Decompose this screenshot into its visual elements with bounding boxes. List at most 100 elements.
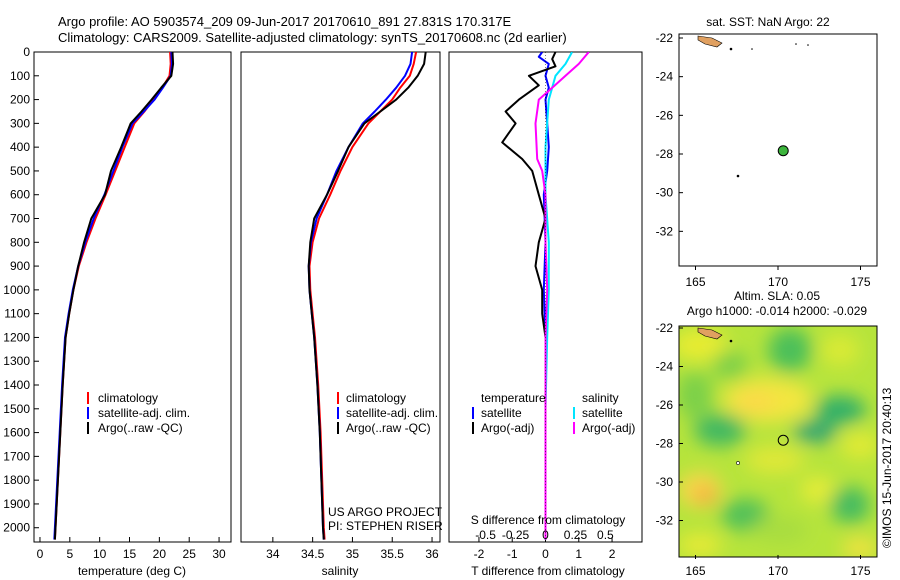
lat-tick-label: -32 xyxy=(656,514,674,528)
legend-salinity-heading: salinity xyxy=(582,391,619,405)
island-dot xyxy=(751,48,753,50)
difference-legend: temperature satellite Argo(-adj) salinit… xyxy=(472,391,635,435)
x-tick-label: 0 xyxy=(37,547,44,561)
sla-field xyxy=(679,326,877,557)
temperature-xlabel: temperature (deg C) xyxy=(78,564,186,578)
legend-satellite-label: satellite-adj. clim. xyxy=(346,406,438,420)
salinity-x-axis: 34 34.5 35 35.5 36 xyxy=(266,537,439,561)
x-tick-label: 5 xyxy=(66,547,73,561)
depth-tick-label: 1100 xyxy=(4,307,30,321)
depth-tick-label: 200 xyxy=(10,93,30,107)
legend-climatology-label: climatology xyxy=(98,391,158,405)
series-salinity-argo-adj xyxy=(534,52,590,540)
project-annotation: US ARGO PROJECT xyxy=(328,505,443,519)
lon-tick-label: 170 xyxy=(768,564,788,578)
sla-map: Altim. SLA: 0.05 Argo h1000: -0.014 h200… xyxy=(656,289,878,578)
s-difference-label: S difference from climatology xyxy=(471,513,626,527)
salinity-profiles xyxy=(307,52,427,540)
depth-tick-label: 0 xyxy=(23,45,30,59)
figure-title-line1: Argo profile: AO 5903574_209 09-Jun-2017… xyxy=(58,14,512,29)
series-argo-raw-qc xyxy=(307,52,427,540)
x-tick-label: 34.5 xyxy=(301,547,325,561)
lon-tick-label: 175 xyxy=(850,564,870,578)
sla-blobs xyxy=(679,328,877,557)
x-tick-label: 34 xyxy=(266,547,280,561)
legend-satellite-label: satellite-adj. clim. xyxy=(98,406,190,420)
legend-t-argo-label: Argo(-adj) xyxy=(481,421,534,435)
series-argo-raw-qc xyxy=(53,52,175,540)
depth-tick-label: 100 xyxy=(10,69,30,83)
depth-tick-label: 1300 xyxy=(3,354,30,368)
legend-s-satellite-label: satellite xyxy=(582,406,623,420)
argo-float-marker xyxy=(777,434,789,446)
s-diff-tick-label: 0.5 xyxy=(597,528,614,542)
sst-map: sat. SST: NaN Argo: 22 165 170 175 -22 -24 -2… xyxy=(656,15,878,289)
x-tick-label: 20 xyxy=(153,547,167,561)
s-diff-tick-label: -0.25 xyxy=(502,528,530,542)
s-diff-tick-label: 0.25 xyxy=(564,528,588,542)
imos-credit: ©IMOS 15-Jun-2017 20:40:13 xyxy=(880,387,894,548)
argo-float-marker xyxy=(777,145,789,157)
x-tick-label: 10 xyxy=(93,547,107,561)
lon-tick-label: 175 xyxy=(850,275,870,289)
lon-tick-label: 165 xyxy=(685,564,705,578)
difference-panel: -2 -1 0 1 2 T difference from climatology S … xyxy=(448,51,643,578)
depth-tick-label: 600 xyxy=(10,188,30,202)
lat-tick-label: -26 xyxy=(656,398,674,412)
series-salinity-satellite xyxy=(544,52,573,540)
lat-tick-label: -32 xyxy=(656,224,674,238)
sst-map-axes: 165 170 175 -22 -24 -26 -28 -30 -32 xyxy=(656,31,871,289)
x-tick-label: -2 xyxy=(474,547,485,561)
sla-map-title-line1: Altim. SLA: 0.05 xyxy=(734,289,820,303)
lat-tick-label: -30 xyxy=(656,186,674,200)
s-diff-tick-label: 0 xyxy=(542,528,549,542)
x-tick-label: 1 xyxy=(575,547,582,561)
series-temperature-satellite xyxy=(537,52,550,540)
x-tick-label: 35.5 xyxy=(381,547,405,561)
s-difference-ticks: -0.5 -0.25 0 0.25 0.5 xyxy=(475,528,614,542)
lon-tick-label: 170 xyxy=(768,275,788,289)
depth-tick-label: 1800 xyxy=(3,473,30,487)
salinity-legend: climatology satellite-adj. clim. Argo(..… xyxy=(337,391,438,435)
sla-map-title-line2: Argo h1000: -0.014 h2000: -0.029 xyxy=(687,304,867,318)
x-tick-label: -1 xyxy=(507,547,518,561)
lat-tick-label: -24 xyxy=(656,70,674,84)
lat-tick-label: -26 xyxy=(656,108,674,122)
x-tick-label: 36 xyxy=(425,547,439,561)
depth-tick-label: 2000 xyxy=(3,521,30,535)
sla-map-float xyxy=(777,434,789,446)
new-caledonia-coast xyxy=(697,327,723,340)
temperature-panel: 0100200300400500600700800900100011001200… xyxy=(3,45,232,578)
x-tick-label: 25 xyxy=(183,547,197,561)
legend-t-satellite-label: satellite xyxy=(481,406,522,420)
legend-s-argo-label: Argo(-adj) xyxy=(582,421,635,435)
depth-tick-label: 1000 xyxy=(3,283,30,297)
figure-title-line2: Climatology: CARS2009. Satellite-adjuste… xyxy=(58,30,567,45)
difference-x-axis: -2 -1 0 1 2 xyxy=(474,537,616,561)
salinity-axes-frame xyxy=(240,51,441,543)
temperature-legend: climatology satellite-adj. clim. Argo(..… xyxy=(87,391,190,435)
s-diff-tick-label: -0.5 xyxy=(475,528,496,542)
island-dot xyxy=(729,47,733,51)
difference-profiles xyxy=(501,52,590,542)
lat-tick-label: -22 xyxy=(656,31,674,45)
new-caledonia-coast xyxy=(697,35,723,48)
lat-tick-label: -24 xyxy=(656,360,674,374)
depth-tick-label: 300 xyxy=(10,116,30,130)
island-dot xyxy=(795,43,797,45)
legend-argo-label: Argo(..raw -QC) xyxy=(346,421,431,435)
legend-argo-label: Argo(..raw -QC) xyxy=(98,421,183,435)
x-tick-label: 2 xyxy=(609,547,616,561)
depth-tick-label: 1700 xyxy=(3,449,30,463)
depth-tick-label: 1200 xyxy=(3,330,30,344)
t-difference-xlabel: T difference from climatology xyxy=(471,564,625,578)
x-tick-label: 35 xyxy=(346,547,360,561)
legend-climatology-label: climatology xyxy=(346,391,406,405)
lat-tick-label: -30 xyxy=(656,475,674,489)
depth-axis: 0 100 200 300 400 500 600 700 800 900 1000 1100 1200… xyxy=(3,45,39,535)
lat-tick-label: -28 xyxy=(656,437,674,451)
x-tick-label: 30 xyxy=(212,547,226,561)
x-tick-label: 0 xyxy=(542,547,549,561)
lat-tick-label: -22 xyxy=(656,321,674,335)
norfolk-island-dot xyxy=(736,461,740,465)
